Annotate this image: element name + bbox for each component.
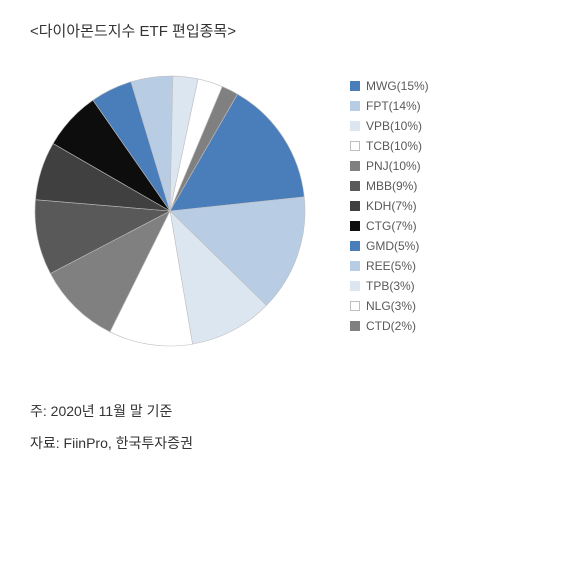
legend-swatch [350,141,360,151]
legend-swatch [350,161,360,171]
footnotes: 주: 2020년 11월 말 기준 자료: FiinPro, 한국투자증권 [30,401,537,453]
footnote-source: 자료: FiinPro, 한국투자증권 [30,433,537,453]
legend-swatch [350,81,360,91]
legend-label: CTD(2%) [366,319,416,333]
legend-label: PNJ(10%) [366,159,421,173]
legend-label: VPB(10%) [366,119,422,133]
legend-item-kdh: KDH(7%) [350,199,429,213]
legend-swatch [350,321,360,331]
legend-swatch [350,241,360,251]
legend-swatch [350,301,360,311]
legend-item-ctd: CTD(2%) [350,319,429,333]
legend-label: TCB(10%) [366,139,422,153]
legend-item-tcb: TCB(10%) [350,139,429,153]
chart-area: MWG(15%) FPT(14%) VPB(10%) TCB(10%) PNJ(10%)… [30,71,537,351]
legend-label: FPT(14%) [366,99,421,113]
legend-swatch [350,121,360,131]
legend-item-ree: REE(5%) [350,259,429,273]
legend-label: TPB(3%) [366,279,415,293]
legend-label: KDH(7%) [366,199,417,213]
legend-item-vpb: VPB(10%) [350,119,429,133]
legend-swatch [350,101,360,111]
footnote-date: 주: 2020년 11월 말 기준 [30,401,537,421]
legend-swatch [350,201,360,211]
legend-item-fpt: FPT(14%) [350,99,429,113]
legend-swatch [350,181,360,191]
legend-label: MBB(9%) [366,179,417,193]
pie-chart [30,71,310,351]
legend-label: REE(5%) [366,259,416,273]
legend-item-tpb: TPB(3%) [350,279,429,293]
legend-label: GMD(5%) [366,239,419,253]
legend-item-pnj: PNJ(10%) [350,159,429,173]
legend-swatch [350,281,360,291]
legend-swatch [350,221,360,231]
legend: MWG(15%) FPT(14%) VPB(10%) TCB(10%) PNJ(10%)… [350,79,429,333]
legend-item-gmd: GMD(5%) [350,239,429,253]
legend-label: CTG(7%) [366,219,417,233]
legend-item-mwg: MWG(15%) [350,79,429,93]
legend-item-mbb: MBB(9%) [350,179,429,193]
legend-item-nlg: NLG(3%) [350,299,429,313]
legend-swatch [350,261,360,271]
legend-item-ctg: CTG(7%) [350,219,429,233]
legend-label: MWG(15%) [366,79,429,93]
legend-label: NLG(3%) [366,299,416,313]
chart-title: <다이아몬드지수 ETF 편입종목> [30,20,537,41]
